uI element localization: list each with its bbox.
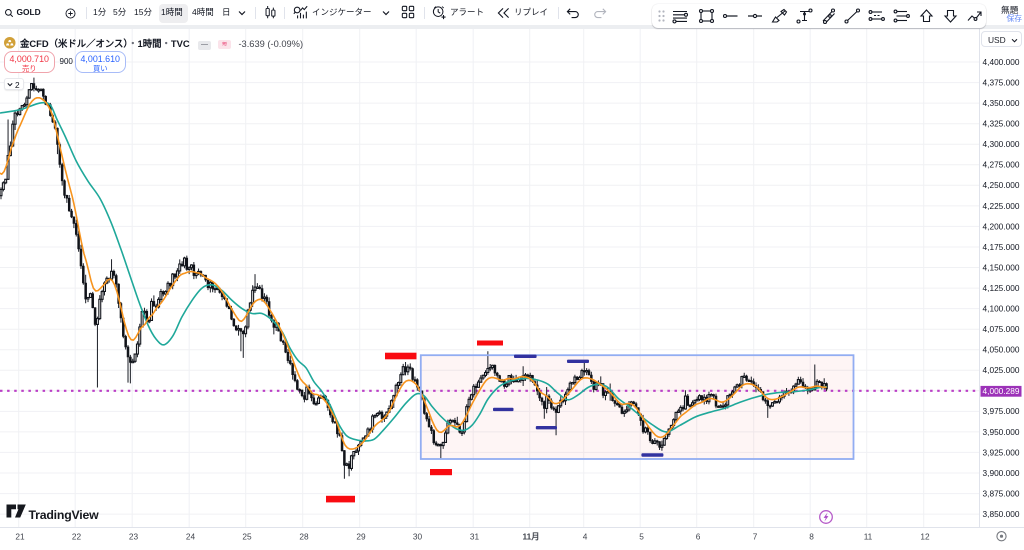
svg-text:3,975.000: 3,975.000: [983, 406, 1020, 416]
svg-text:4,075.000: 4,075.000: [983, 324, 1020, 334]
svg-text:31: 31: [470, 532, 480, 542]
svg-text:7: 7: [753, 532, 758, 542]
svg-text:12: 12: [920, 532, 930, 542]
svg-text:3,900.000: 3,900.000: [983, 468, 1020, 478]
svg-text:6: 6: [696, 532, 701, 542]
svg-text:11: 11: [864, 532, 873, 542]
svg-text:4,375.000: 4,375.000: [983, 78, 1020, 88]
svg-text:4: 4: [583, 532, 588, 542]
svg-text:4,200.000: 4,200.000: [983, 221, 1020, 231]
svg-text:4,275.000: 4,275.000: [983, 160, 1020, 170]
svg-text:3,925.000: 3,925.000: [983, 447, 1020, 457]
svg-text:TradingView: TradingView: [29, 508, 100, 522]
svg-text:29: 29: [356, 532, 366, 542]
svg-text:4,150.000: 4,150.000: [983, 262, 1020, 272]
svg-text:21: 21: [15, 532, 25, 542]
svg-text:4,100.000: 4,100.000: [983, 304, 1020, 314]
svg-text:23: 23: [129, 532, 139, 542]
svg-text:4,350.000: 4,350.000: [983, 98, 1020, 108]
svg-text:22: 22: [72, 532, 82, 542]
svg-text:4,000.289: 4,000.289: [983, 386, 1020, 396]
svg-text:3,875.000: 3,875.000: [983, 488, 1020, 498]
svg-text:4,125.000: 4,125.000: [983, 283, 1020, 293]
svg-text:30: 30: [413, 532, 423, 542]
svg-text:25: 25: [242, 532, 252, 542]
svg-text:28: 28: [299, 532, 309, 542]
svg-text:4,250.000: 4,250.000: [983, 180, 1020, 190]
svg-text:4,400.000: 4,400.000: [983, 57, 1020, 67]
svg-text:5: 5: [639, 532, 644, 542]
svg-text:4,025.000: 4,025.000: [983, 365, 1020, 375]
svg-text:4,050.000: 4,050.000: [983, 345, 1020, 355]
svg-text:3,850.000: 3,850.000: [983, 509, 1020, 519]
svg-text:4,225.000: 4,225.000: [983, 201, 1020, 211]
svg-text:11月: 11月: [522, 532, 539, 542]
svg-text:3,950.000: 3,950.000: [983, 427, 1020, 437]
svg-text:4,325.000: 4,325.000: [983, 119, 1020, 129]
svg-text:4,300.000: 4,300.000: [983, 139, 1020, 149]
svg-text:4,175.000: 4,175.000: [983, 242, 1020, 252]
svg-text:24: 24: [186, 532, 196, 542]
svg-text:8: 8: [809, 532, 814, 542]
